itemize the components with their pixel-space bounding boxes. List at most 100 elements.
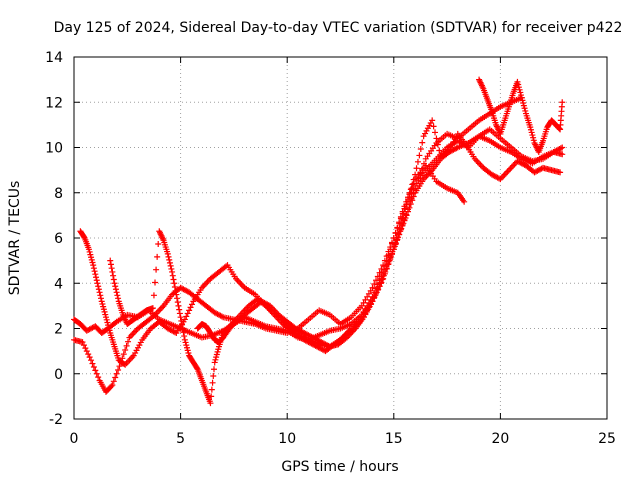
data-point [429, 117, 436, 124]
data-point [186, 307, 193, 314]
data-point [149, 305, 156, 312]
data-points [71, 76, 566, 407]
data-point [85, 351, 92, 358]
data-point [106, 327, 113, 334]
data-point [120, 351, 127, 358]
data-point [364, 293, 371, 300]
data-point [185, 350, 192, 357]
data-point [166, 256, 173, 263]
y-tick-label: 14 [45, 50, 63, 66]
data-point [392, 239, 399, 246]
data-point [93, 277, 100, 284]
data-point [88, 256, 95, 263]
data-point [179, 321, 186, 328]
data-point [369, 284, 376, 291]
data-point [86, 248, 93, 255]
x-tick-label: 10 [278, 431, 296, 447]
data-point [211, 366, 218, 373]
data-point [557, 169, 564, 176]
data-point [376, 283, 383, 290]
y-axis-ticks: -2 0 2 4 6 8 10 12 14 [45, 50, 607, 428]
data-point [102, 311, 109, 318]
data-point [113, 370, 120, 377]
data-point [112, 374, 119, 381]
data-point [358, 302, 365, 309]
data-point [176, 310, 183, 317]
x-tick-label: 0 [70, 431, 79, 447]
data-point [527, 126, 534, 133]
data-point [516, 86, 523, 93]
data-point [396, 231, 403, 238]
data-point [529, 132, 536, 139]
data-point [393, 235, 400, 241]
data-point [389, 248, 396, 255]
y-tick-label: 8 [54, 186, 63, 202]
y-tick-label: 0 [54, 367, 63, 383]
data-point [405, 196, 412, 203]
data-point [559, 151, 566, 158]
data-point [400, 210, 407, 217]
data-point [436, 147, 443, 154]
data-point [518, 92, 525, 99]
data-point [386, 257, 393, 264]
data-point [382, 268, 389, 275]
data-point [115, 295, 122, 302]
data-series [194, 117, 564, 350]
data-point [175, 302, 182, 309]
data-point [433, 135, 440, 142]
data-point [515, 81, 522, 88]
data-point [94, 280, 101, 287]
data-point [362, 296, 369, 303]
data-point [92, 271, 99, 278]
data-point [395, 230, 402, 237]
data-point [461, 198, 468, 205]
data-point [559, 144, 566, 151]
data-point [115, 366, 122, 373]
data-point [82, 345, 89, 352]
data-point [380, 272, 387, 279]
data-point [153, 266, 160, 273]
data-point [154, 253, 161, 260]
data-point [182, 339, 189, 346]
data-point [528, 129, 535, 136]
data-point [530, 137, 537, 144]
data-point [155, 241, 162, 248]
data-point [414, 158, 421, 165]
data-point [530, 134, 537, 141]
data-point [403, 201, 410, 208]
data-point [407, 186, 414, 193]
data-point [402, 205, 409, 212]
data-point [180, 329, 187, 336]
data-point [88, 357, 95, 364]
data-point [100, 306, 107, 313]
grid-lines [74, 57, 607, 419]
data-point [212, 356, 219, 363]
data-point [373, 289, 380, 296]
data-point [430, 123, 437, 130]
data-point [188, 301, 195, 308]
data-point [520, 100, 527, 107]
data-point [91, 268, 98, 275]
data-point [389, 240, 396, 247]
data-point [213, 354, 220, 361]
data-point [360, 299, 367, 306]
data-point [213, 351, 220, 358]
data-point [409, 181, 416, 188]
data-point [527, 124, 534, 131]
data-point [208, 386, 215, 393]
data-point [80, 342, 87, 349]
data-point [80, 233, 87, 240]
data-point [365, 290, 372, 297]
data-point [95, 283, 102, 290]
data-point [93, 274, 100, 281]
data-point [556, 125, 563, 132]
data-point [112, 286, 119, 293]
data-point [184, 347, 191, 354]
data-point [517, 89, 524, 96]
data-point [183, 342, 190, 349]
data-point [379, 276, 386, 283]
data-point [183, 344, 190, 351]
data-point [90, 363, 97, 370]
data-point [369, 298, 376, 305]
data-point [109, 268, 116, 275]
